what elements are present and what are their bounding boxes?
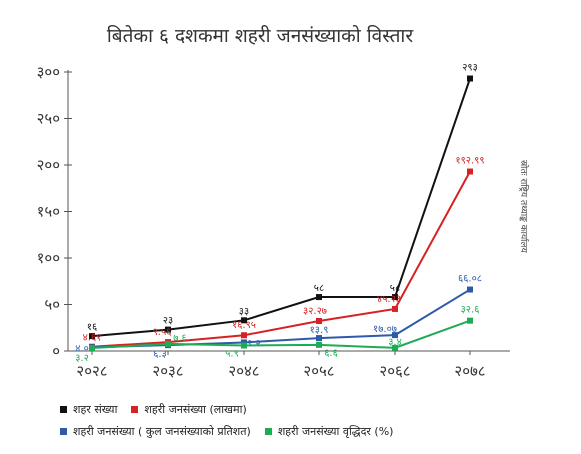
- data-label: १७.०७: [373, 324, 397, 335]
- legend-label: शहर संख्या: [73, 402, 118, 416]
- data-point: [316, 294, 322, 301]
- data-label: १३.९: [310, 325, 329, 336]
- data-point: [316, 341, 322, 348]
- series-line: [91, 78, 471, 338]
- data-point: [467, 317, 473, 324]
- legend-item: शहरी जनसंख्या (लाखमा): [131, 402, 247, 417]
- legend-item: शहरी जनसंख्या वृद्धिदर (%): [264, 424, 394, 439]
- data-point: [241, 342, 247, 349]
- data-point: [316, 317, 322, 324]
- x-tick-label: २०६८: [379, 362, 410, 380]
- data-point: [467, 168, 473, 175]
- series-line: [91, 319, 471, 350]
- data-point: [165, 340, 171, 347]
- data-label: २९३: [462, 63, 478, 74]
- legend-row: शहरी जनसंख्या ( कुल जनसंख्याको प्रतिशत) …: [60, 420, 480, 442]
- data-point: [241, 339, 247, 346]
- y-tick-label: ५०: [44, 296, 60, 314]
- data-point: [392, 305, 398, 312]
- legend-swatch-icon: [264, 427, 272, 435]
- data-point: [241, 332, 247, 339]
- source-note: स्रोतः राष्ट्रिय तथ्याङ्क कार्यालय: [518, 160, 528, 253]
- data-label: ७.६: [173, 333, 187, 344]
- data-label: २३: [163, 316, 173, 327]
- data-label: ६६.०८: [458, 274, 482, 285]
- legend-row: शहर संख्या शहरी जनसंख्या (लाखमा): [60, 398, 480, 420]
- data-point: [89, 333, 95, 340]
- data-label: ४.६१: [83, 333, 102, 344]
- y-tick-label: ३००: [37, 63, 60, 81]
- x-tick-label: २०४८: [228, 362, 259, 380]
- x-tick-label: २०५८: [303, 362, 334, 380]
- legend-swatch-icon: [60, 427, 67, 435]
- y-tick-label: २००: [37, 156, 60, 174]
- data-point: [241, 317, 247, 324]
- data-label: ३.४: [388, 337, 402, 348]
- y-tick-label: १५०: [37, 203, 60, 221]
- data-point: [467, 75, 473, 82]
- legend-item: शहर संख्या: [60, 402, 117, 417]
- data-label: ३३: [239, 306, 249, 317]
- data-point: [89, 345, 95, 352]
- data-label: ३२.२७: [303, 306, 327, 317]
- data-label: ५.९: [225, 349, 239, 360]
- legend-label: शहरी जनसंख्या (लाखमा): [144, 402, 247, 416]
- data-label: १९२.९९: [455, 156, 484, 167]
- data-label: ६.३: [153, 349, 167, 360]
- chart-legend: शहर संख्या शहरी जनसंख्या (लाखमा) शहरी जन…: [60, 398, 480, 442]
- series-line: [91, 288, 471, 349]
- y-tick-label: २५०: [37, 110, 60, 128]
- data-label: १६: [87, 322, 97, 333]
- legend-label: शहरी जनसंख्या वृद्धिदर (%): [277, 424, 394, 438]
- legend-swatch-icon: [131, 405, 139, 413]
- data-point: [392, 344, 398, 351]
- data-label: ९.२: [247, 338, 261, 349]
- data-label: ५८: [390, 283, 400, 294]
- data-label: ४.०: [75, 343, 89, 354]
- legend-label: शहरी जनसंख्या ( कुल जनसंख्याको प्रतिशत): [73, 424, 251, 438]
- x-tick-label: २०३८: [152, 362, 183, 380]
- data-label: ५८: [314, 283, 324, 294]
- data-label: ९.५६: [153, 327, 172, 338]
- y-tick-label: १००: [37, 249, 60, 267]
- data-point: [165, 326, 171, 333]
- legend-swatch-icon: [60, 405, 67, 413]
- data-label: ३२.६: [461, 305, 480, 316]
- x-tick-label: २०७८: [454, 362, 485, 380]
- data-label: ६.६: [324, 348, 338, 359]
- data-point: [392, 332, 398, 339]
- data-point: [467, 286, 473, 293]
- series-line: [91, 171, 471, 348]
- data-point: [392, 294, 398, 301]
- legend-item: शहरी जनसंख्या ( कुल जनसंख्याको प्रतिशत): [60, 424, 251, 439]
- chart-title: बितेका ६ दशकमा शहरी जनसंख्याको विस्तार: [106, 25, 414, 47]
- data-label: ४५.२३: [377, 294, 401, 305]
- data-label: १६.९५: [232, 320, 256, 331]
- data-point: [316, 335, 322, 342]
- y-tick-label: ०: [52, 342, 60, 360]
- x-tick-label: २०२८: [76, 362, 107, 380]
- data-label: ३.२: [75, 353, 89, 364]
